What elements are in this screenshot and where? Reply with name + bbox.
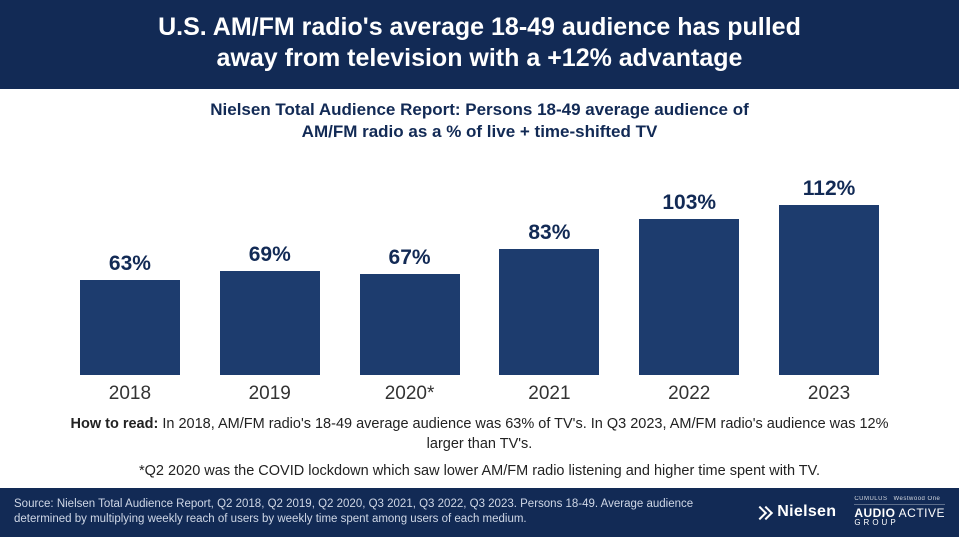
header-banner: U.S. AM/FM radio's average 18-49 audienc… xyxy=(0,0,959,89)
aag-westwood-text: Westwood One xyxy=(893,496,940,502)
aag-cumulus-text: CUMULUS xyxy=(854,496,887,502)
slide-body: Nielsen Total Audience Report: Persons 1… xyxy=(0,89,959,489)
bar-group: 69% 2019 xyxy=(210,243,330,406)
footer-logos: Nielsen CUMULUS Westwood One AUDIO ACTIV… xyxy=(757,496,945,527)
chart-subtitle: Nielsen Total Audience Report: Persons 1… xyxy=(50,99,909,143)
slide-root: U.S. AM/FM radio's average 18-49 audienc… xyxy=(0,0,959,537)
main-title: U.S. AM/FM radio's average 18-49 audienc… xyxy=(40,12,919,75)
bar-category-label: 2023 xyxy=(808,383,850,405)
bar xyxy=(499,249,599,375)
subtitle-line-2: AM/FM radio as a % of live + time-shifte… xyxy=(302,122,658,141)
nielsen-chevron-icon xyxy=(757,504,773,520)
title-line-1: U.S. AM/FM radio's average 18-49 audienc… xyxy=(158,13,801,41)
bar-value-label: 103% xyxy=(662,191,716,215)
bar-category-label: 2021 xyxy=(528,383,570,405)
bar-category-label: 2020* xyxy=(385,383,435,405)
title-line-2: away from television with a +12% advanta… xyxy=(217,44,743,72)
subtitle-line-1: Nielsen Total Audience Report: Persons 1… xyxy=(210,100,749,119)
audio-active-group-logo: CUMULUS Westwood One AUDIO ACTIVE GROUP xyxy=(854,496,945,527)
bar-group: 83% 2021 xyxy=(489,221,609,405)
bar-value-label: 112% xyxy=(803,177,856,201)
bar-chart: 63% 2018 69% 2019 67% 2020* 83% 2021 103% 2022 112… xyxy=(50,153,909,406)
bar xyxy=(80,280,180,376)
bar-value-label: 69% xyxy=(249,243,291,267)
bar xyxy=(360,274,460,376)
footer-bar: Source: Nielsen Total Audience Report, Q… xyxy=(0,488,959,537)
bar xyxy=(639,219,739,375)
bar-value-label: 63% xyxy=(109,252,151,276)
bar xyxy=(220,271,320,376)
bar-value-label: 83% xyxy=(528,221,570,245)
how-to-read-label: How to read: xyxy=(70,416,158,432)
bar-group: 63% 2018 xyxy=(70,252,190,406)
bar-category-label: 2018 xyxy=(109,383,151,405)
nielsen-logo: Nielsen xyxy=(757,503,836,521)
bar-value-label: 67% xyxy=(389,246,431,270)
how-to-read-text: In 2018, AM/FM radio's 18-49 average aud… xyxy=(158,416,888,452)
source-citation: Source: Nielsen Total Audience Report, Q… xyxy=(14,497,743,526)
bar-category-label: 2019 xyxy=(249,383,291,405)
aag-group-text: GROUP xyxy=(854,519,945,527)
aag-active-text: ACTIVE xyxy=(895,506,945,520)
bar-category-label: 2022 xyxy=(668,383,710,405)
bar xyxy=(779,205,879,375)
bar-group: 67% 2020* xyxy=(350,246,470,406)
chart-notes: How to read: In 2018, AM/FM radio's 18-4… xyxy=(50,415,909,482)
bar-group: 112% 2023 xyxy=(769,177,889,405)
how-to-read-note: How to read: In 2018, AM/FM radio's 18-4… xyxy=(60,415,899,454)
bar-group: 103% 2022 xyxy=(629,191,749,405)
nielsen-logo-text: Nielsen xyxy=(777,503,836,521)
covid-footnote: *Q2 2020 was the COVID lockdown which sa… xyxy=(60,462,899,482)
aag-parent-brands: CUMULUS Westwood One xyxy=(854,496,945,505)
